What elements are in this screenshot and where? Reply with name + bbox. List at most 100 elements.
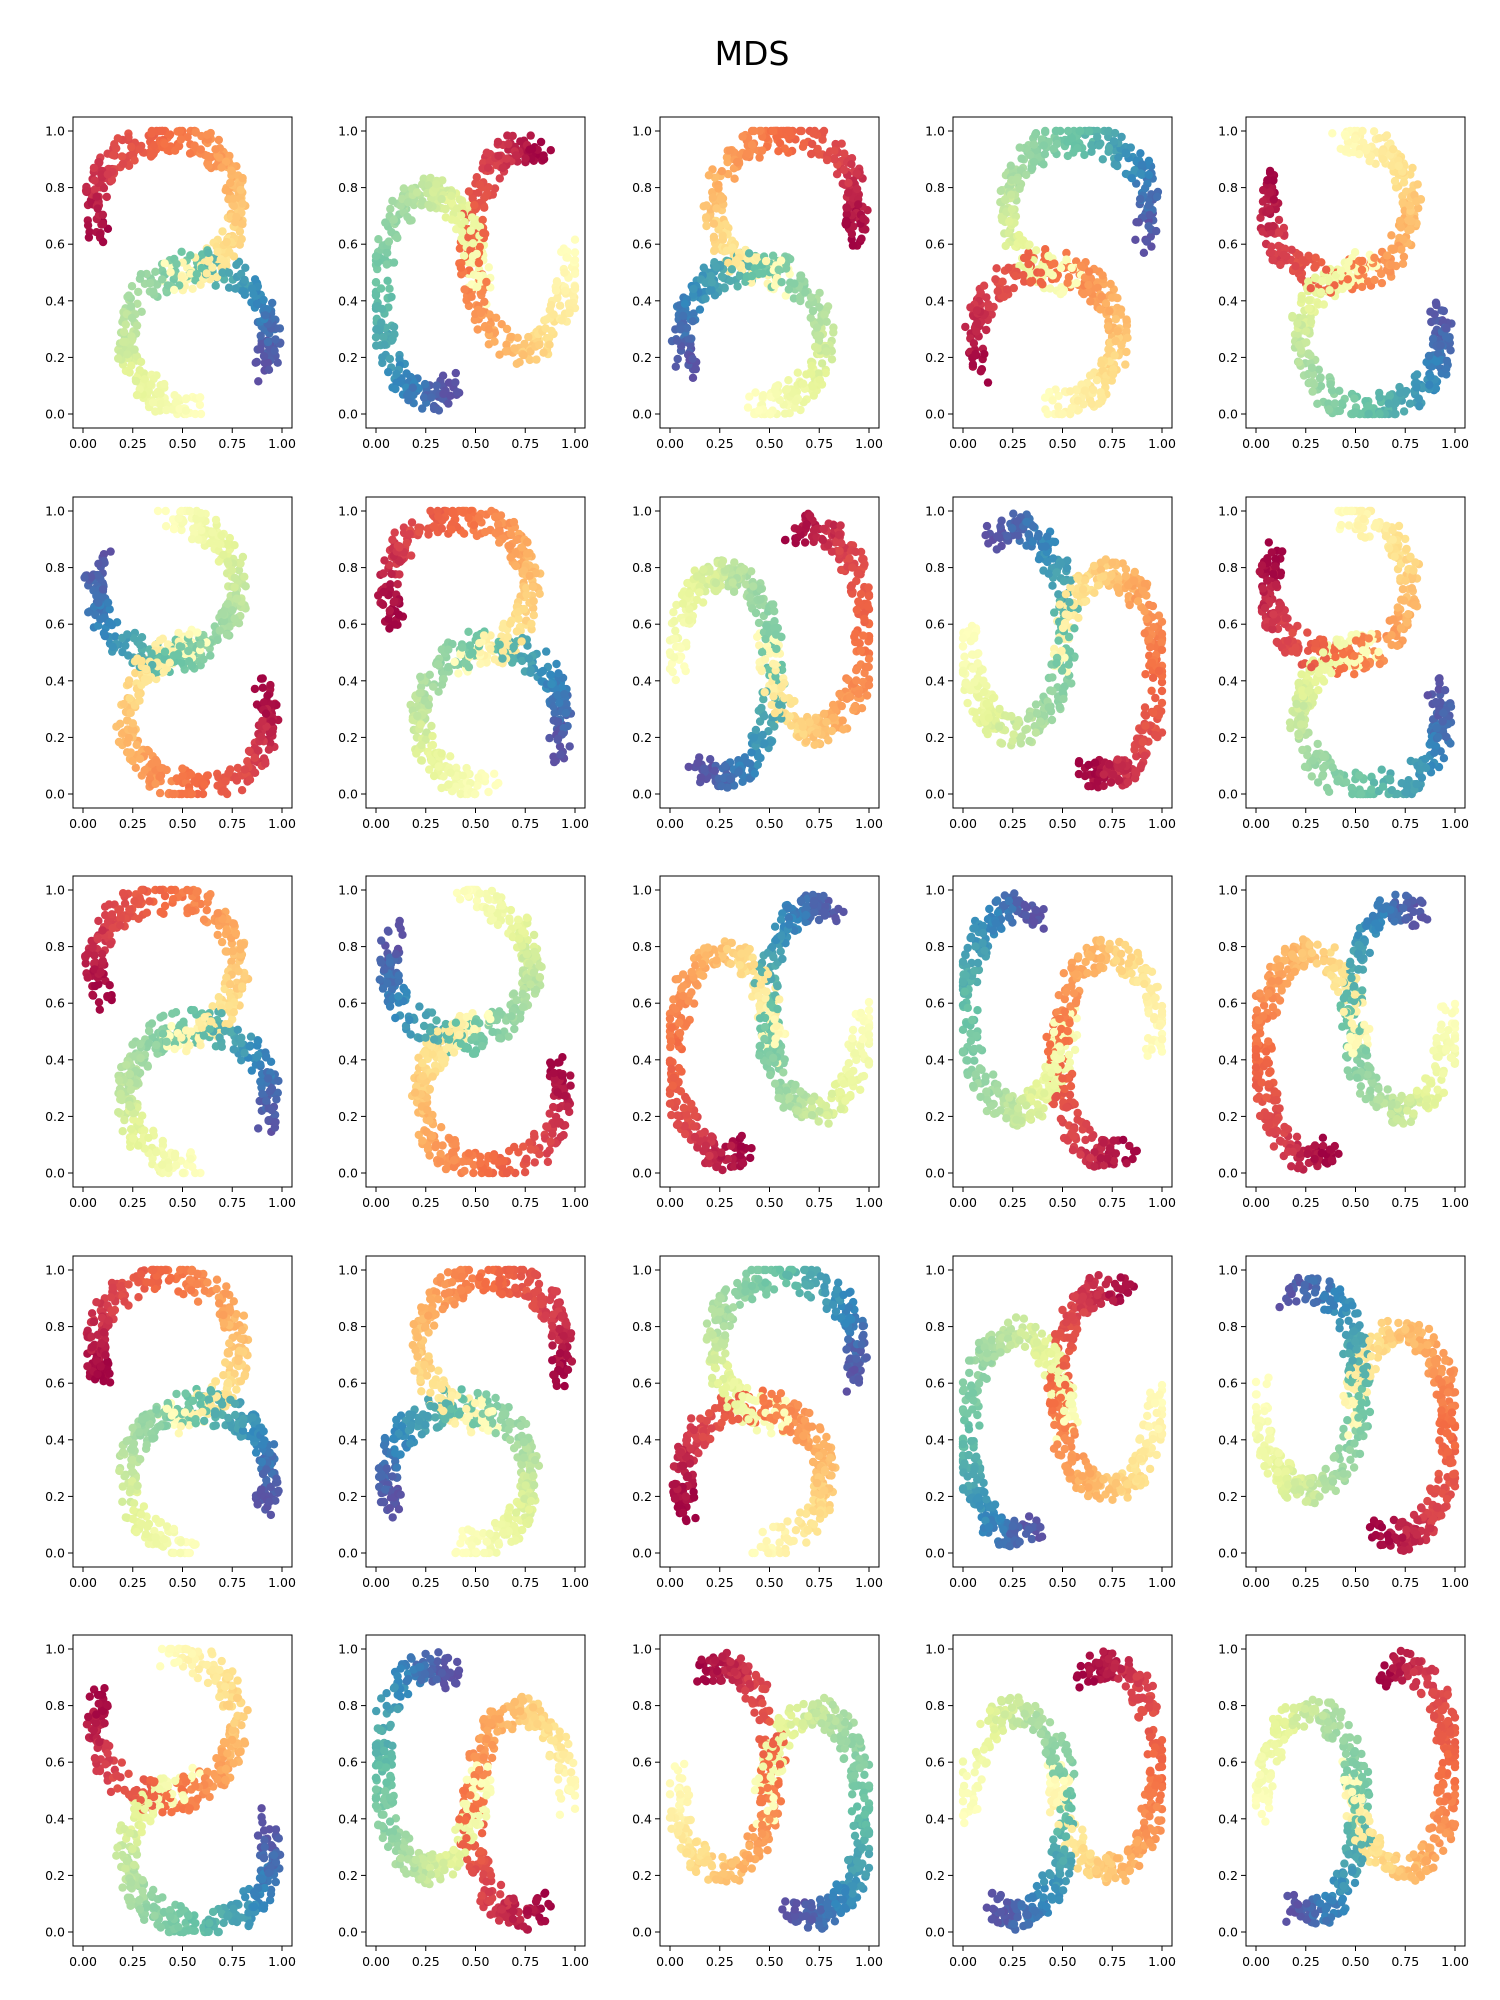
scatter-point bbox=[259, 351, 269, 361]
x-tick-label: 0.00 bbox=[362, 436, 390, 451]
scatter-point bbox=[219, 275, 229, 284]
scatter-point bbox=[511, 561, 521, 571]
scatter-point bbox=[483, 163, 493, 172]
scatter-point bbox=[1276, 260, 1285, 270]
scatter-point bbox=[151, 407, 160, 416]
scatter-point bbox=[1426, 372, 1435, 381]
scatter-point bbox=[745, 392, 754, 401]
scatter-point bbox=[196, 393, 205, 402]
scatter-point bbox=[135, 366, 144, 375]
scatter-point bbox=[510, 344, 519, 353]
scatter-point bbox=[1044, 251, 1053, 261]
scatter-point bbox=[1294, 358, 1304, 367]
scatter-point bbox=[1268, 255, 1277, 265]
scatter-point bbox=[429, 771, 439, 781]
scatter-point bbox=[427, 756, 436, 765]
scatter-point bbox=[103, 598, 113, 607]
scatter-point bbox=[390, 528, 399, 537]
scatter-point bbox=[549, 310, 558, 319]
scatter-point bbox=[864, 583, 873, 592]
scatter-point bbox=[379, 587, 388, 597]
scatter-point bbox=[553, 734, 563, 743]
scatter-point bbox=[230, 583, 239, 592]
scatter-point bbox=[672, 336, 682, 345]
scatter-point bbox=[468, 239, 478, 248]
scatter-point bbox=[211, 145, 220, 154]
scatter-point bbox=[1040, 393, 1050, 402]
scatter-point bbox=[676, 325, 685, 334]
scatter-point bbox=[1140, 184, 1150, 193]
scatter-point bbox=[480, 203, 489, 212]
scatter-point bbox=[132, 740, 141, 750]
scatter-point bbox=[227, 166, 236, 175]
x-tick-label: 1.00 bbox=[268, 436, 296, 451]
scatter-point bbox=[130, 156, 139, 165]
scatter-point bbox=[177, 272, 186, 281]
scatter-point bbox=[200, 780, 209, 789]
scatter-point bbox=[134, 690, 143, 700]
scatter-point bbox=[479, 631, 489, 640]
scatter-point bbox=[1121, 148, 1130, 157]
scatter-point bbox=[453, 388, 462, 397]
scatter-point bbox=[991, 275, 1000, 284]
scatter-point bbox=[797, 126, 806, 136]
scatter-point bbox=[204, 248, 213, 258]
scatter-point bbox=[259, 295, 268, 305]
scatter-point bbox=[680, 299, 690, 308]
scatter-point bbox=[228, 606, 237, 615]
scatter-point bbox=[810, 342, 820, 352]
scatter-point bbox=[1309, 380, 1319, 389]
scatter-point bbox=[217, 531, 226, 540]
scatter-point bbox=[1136, 149, 1145, 158]
scatter-point bbox=[495, 174, 504, 183]
x-tick-label: 1.00 bbox=[855, 436, 883, 451]
x-tick-label: 0.50 bbox=[462, 816, 490, 831]
scatter-point bbox=[385, 606, 394, 615]
scatter-point bbox=[98, 210, 108, 219]
scatter-point bbox=[220, 787, 229, 796]
scatter-point bbox=[1426, 307, 1435, 316]
scatter-point bbox=[1004, 263, 1013, 272]
scatter-point bbox=[181, 395, 190, 404]
scatter-point bbox=[151, 267, 160, 276]
scatter-point bbox=[474, 271, 483, 281]
scatter-point bbox=[1330, 399, 1340, 408]
scatter-point bbox=[529, 611, 538, 620]
scatter-point bbox=[570, 248, 580, 257]
scatter-point bbox=[213, 635, 222, 645]
scatter-point bbox=[848, 241, 858, 250]
scatter-point bbox=[1114, 153, 1123, 162]
scatter-point bbox=[862, 691, 872, 700]
scatter-point bbox=[835, 546, 844, 556]
scatter-point bbox=[738, 777, 747, 786]
scatter-point bbox=[541, 324, 550, 333]
scatter-point bbox=[455, 195, 465, 204]
scatter-point bbox=[178, 771, 187, 781]
scatter-point bbox=[509, 517, 519, 527]
scatter-point bbox=[1394, 161, 1403, 171]
y-tick-label: 0.2 bbox=[338, 730, 358, 745]
scatter-point bbox=[196, 280, 205, 289]
y-tick-label: 0.6 bbox=[1218, 237, 1238, 252]
scatter-point bbox=[1428, 334, 1438, 343]
scatter-point bbox=[1375, 409, 1384, 419]
scatter-point bbox=[747, 140, 757, 149]
scatter-point bbox=[689, 284, 698, 294]
scatter-points bbox=[1256, 126, 1456, 419]
scatter-point bbox=[226, 178, 235, 188]
scatter-point bbox=[1080, 386, 1090, 395]
scatter-point bbox=[717, 194, 726, 203]
y-tick-label: 0.2 bbox=[925, 350, 945, 365]
scatter-point bbox=[434, 406, 444, 415]
x-tick-label: 0.75 bbox=[218, 816, 246, 831]
scatter-point bbox=[416, 672, 425, 681]
scatter-point bbox=[749, 126, 759, 136]
scatter-point bbox=[1412, 383, 1421, 392]
scatter-points bbox=[665, 509, 874, 792]
scatter-point bbox=[388, 334, 397, 344]
scatter-point bbox=[1294, 340, 1304, 350]
scatter-point bbox=[1001, 241, 1010, 251]
scatter-point bbox=[188, 284, 197, 293]
scatter-point bbox=[784, 376, 793, 385]
